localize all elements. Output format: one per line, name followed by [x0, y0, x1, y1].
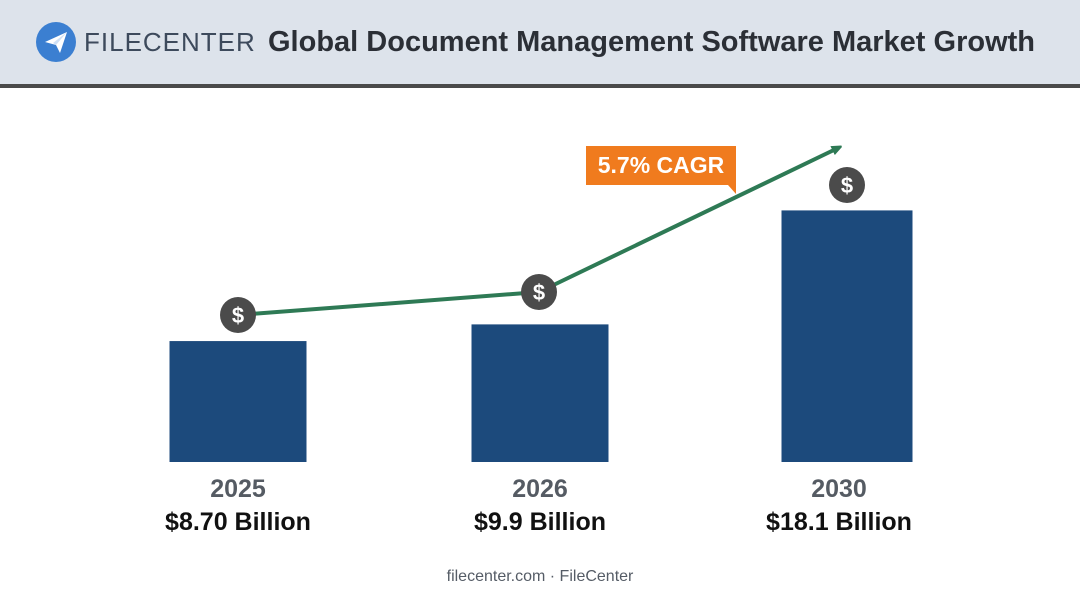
bar-2030 [781, 210, 913, 462]
dollar-icon: $ [220, 297, 256, 333]
dollar-icon: $ [829, 167, 865, 203]
category-label-2030: 2030 [811, 475, 867, 503]
dollar-icon-circle [829, 167, 865, 203]
dollar-icon: $ [521, 274, 557, 310]
dollar-icon-symbol: $ [841, 173, 853, 198]
header-bar: FILECENTER Global Document Management So… [0, 0, 1080, 88]
dollar-icon-circle [220, 297, 256, 333]
category-label-2026: 2026 [512, 475, 568, 503]
paper-plane-icon [36, 22, 76, 62]
page-title: Global Document Management Software Mark… [268, 26, 1035, 58]
dollar-icon-circle [521, 274, 557, 310]
bar-2026 [471, 324, 609, 462]
dollar-icon-symbol: $ [232, 303, 244, 328]
cagr-label: 5.7% CAGR [598, 152, 725, 178]
bar-2025 [169, 341, 307, 462]
cagr-callout-box [586, 146, 736, 194]
value-label-2030: $18.1 Billion [766, 508, 912, 536]
dollar-icon-symbol: $ [533, 280, 545, 305]
brand-logo-text: FILECENTER [84, 27, 256, 57]
value-label-2026: $9.9 Billion [474, 508, 606, 536]
cagr-callout: 5.7% CAGR [586, 146, 736, 194]
category-label-2025: 2025 [210, 475, 266, 503]
footer-credit: filecenter.com · FileCenter [446, 568, 634, 585]
value-label-2025: $8.70 Billion [165, 508, 311, 536]
